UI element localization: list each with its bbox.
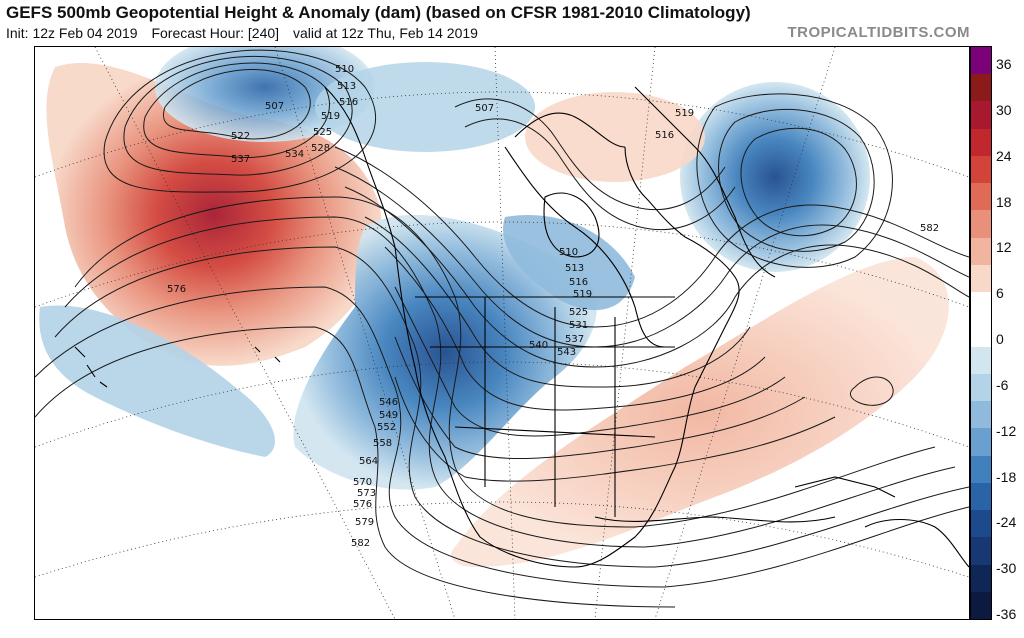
- contour-label: 510: [335, 64, 354, 75]
- map-panel: 510 513 516 507 519 522 525 528 531 537 …: [34, 46, 970, 620]
- colorbar-swatch: [971, 455, 991, 484]
- colorbar-tick-label: -18: [996, 468, 1017, 485]
- contour-label: 516: [569, 277, 588, 288]
- colorbar-swatch: [971, 47, 991, 75]
- colorbar-tick-label: 12: [996, 239, 1012, 256]
- contour-label: 516: [655, 130, 674, 141]
- height-contours: [35, 49, 969, 608]
- colorbar-tick-label: -30: [996, 560, 1017, 577]
- graticule: [35, 47, 969, 619]
- colorbar-swatch: [971, 155, 991, 184]
- valid-time: valid at 12z Thu, Feb 14 2019: [292, 25, 478, 41]
- colorbar-swatch: [971, 74, 991, 102]
- contour-label: 579: [355, 517, 374, 528]
- colorbar-swatch: [971, 183, 991, 211]
- init-time: Init: 12z Feb 04 2019: [6, 25, 138, 41]
- colorbar-swatch: [971, 401, 991, 429]
- colorbar-tick-label: 6: [996, 285, 1004, 302]
- contour-label: 552: [377, 422, 396, 433]
- colorbar-swatch: [971, 292, 991, 320]
- colorbar-swatch: [971, 428, 991, 457]
- contour-label: 510: [559, 247, 578, 258]
- contour-label: 537: [231, 154, 250, 165]
- colorbar-tick-label: 18: [996, 193, 1012, 210]
- contour-label: 525: [569, 307, 588, 318]
- contour-label: 543: [557, 347, 576, 358]
- coastlines: [74, 86, 969, 568]
- contour-label: 516: [339, 97, 358, 108]
- contour-label: 519: [573, 289, 592, 300]
- contour-label: 507: [475, 103, 494, 114]
- colorbar-swatch: [971, 564, 991, 593]
- map-icon: 510 513 516 507 519 522 525 528 531 537 …: [35, 47, 969, 619]
- contour-label-group: 510 513 516 507 519 522 525 528 531 537 …: [167, 64, 939, 549]
- colorbar-swatch: [971, 537, 991, 566]
- contour-label: 507: [265, 101, 284, 112]
- colorbar-swatch: [971, 101, 991, 130]
- contour-label: 537: [565, 334, 584, 345]
- contour-label: 546: [379, 397, 398, 408]
- colorbar-tick-label: -24: [996, 514, 1017, 531]
- colorbar-swatch: [971, 373, 991, 402]
- colorbar-tick-label: 0: [996, 331, 1004, 347]
- chart-title: GEFS 500mb Geopotential Height & Anomaly…: [6, 3, 751, 22]
- contour-label: 582: [351, 538, 370, 549]
- anomaly-colorbar: [970, 46, 992, 620]
- contour-label: 528: [311, 143, 330, 154]
- brand-watermark: TROPICALTIDBITS.COM: [787, 24, 970, 41]
- colorbar-tick-label: 24: [996, 147, 1012, 164]
- chart-subtitle: Init: 12z Feb 04 2019 Forecast Hour: [24…: [6, 25, 488, 41]
- contour-label: 576: [167, 284, 186, 295]
- colorbar-swatch: [971, 237, 991, 266]
- colorbar-tick-label: -6: [996, 376, 1009, 393]
- contour-label: 576: [353, 499, 372, 510]
- contour-label: 522: [231, 131, 250, 142]
- colorbar-swatch: [971, 510, 991, 538]
- forecast-hour: Forecast Hour: [240]: [151, 25, 280, 41]
- colorbar-swatch: [971, 210, 991, 239]
- colorbar-tick-label: 30: [996, 101, 1012, 118]
- contour-label: 564: [359, 456, 378, 467]
- colorbar-tick-label: -36: [996, 606, 1017, 622]
- contour-label: 519: [321, 111, 340, 122]
- contour-label: 519: [675, 108, 694, 119]
- colorbar-swatch: [971, 346, 991, 375]
- colorbar-swatch: [971, 319, 991, 348]
- colorbar-swatch: [971, 264, 991, 293]
- contour-label: 513: [565, 263, 584, 274]
- contour-label: 540: [529, 340, 548, 351]
- contour-label: 558: [373, 438, 392, 449]
- contour-label: 573: [357, 488, 376, 499]
- contour-label: 582: [920, 223, 939, 234]
- colorbar-swatch: [971, 128, 991, 157]
- contour-label: 534: [285, 149, 304, 160]
- contour-label: 549: [379, 410, 398, 421]
- contour-label: 513: [337, 81, 356, 92]
- contour-label: 570: [353, 477, 372, 488]
- contour-label: 531: [569, 320, 588, 331]
- contour-label: 525: [313, 127, 332, 138]
- anomaly-fills: [39, 47, 949, 567]
- colorbar-swatch: [971, 591, 991, 620]
- colorbar-tick-label: 36: [996, 56, 1012, 72]
- colorbar-swatch: [971, 482, 991, 511]
- colorbar-tick-label: -12: [996, 422, 1017, 439]
